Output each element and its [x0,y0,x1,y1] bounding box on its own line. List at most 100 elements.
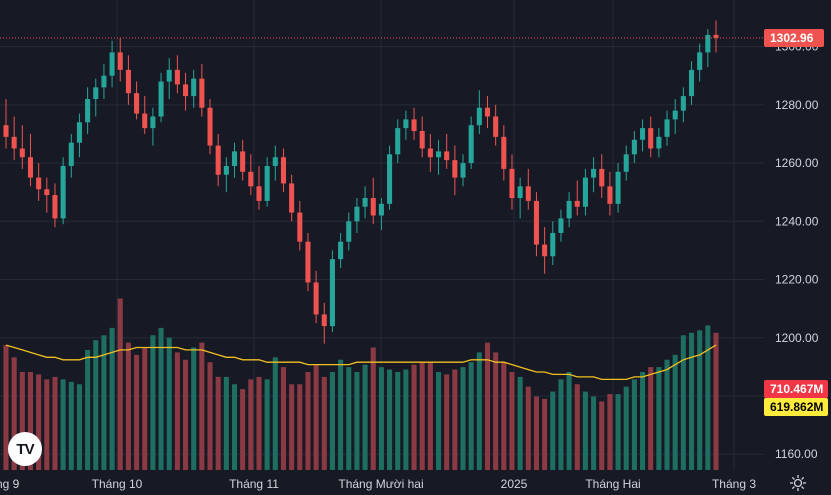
volume-bar [215,376,221,470]
candle [403,110,409,140]
candle [44,177,50,213]
candle-body [525,186,531,201]
price-tick-label: 1200.00 [775,331,819,345]
settings-gear-icon[interactable] [789,474,807,492]
candle [134,81,140,120]
candle [411,107,417,140]
candle-body [297,212,303,242]
candle-body [85,99,91,123]
volume-bar [648,367,654,470]
candle-body [468,125,474,164]
price-tick-label: 1260.00 [775,156,819,170]
candle [452,145,458,196]
candle-body [60,165,66,219]
volume-bar [395,372,401,470]
candle [362,186,368,219]
volume-bar [52,376,58,470]
volume-bar [615,394,621,470]
candle-body [362,198,368,207]
candle-body [191,78,197,97]
tradingview-logo[interactable]: TV [8,432,42,466]
volume-bar [444,374,450,470]
candle-body [550,232,556,257]
volume-bar [117,298,123,470]
volume-bar [460,367,466,470]
candle-body [631,139,637,155]
candle-body [329,259,335,327]
candle-body [27,157,34,178]
candle [615,163,621,213]
volume-bar [640,372,646,470]
candle [76,113,82,158]
last-price-badge: 1302.96 [764,28,824,47]
candle-body [264,165,270,201]
candle [60,157,66,225]
candle-body [607,186,613,204]
price-tick-label: 1240.00 [775,214,819,228]
candle-body [321,314,327,327]
candle [158,72,164,123]
candle [52,183,58,228]
candle [697,43,703,82]
volume-bar [191,347,197,470]
volume-bar [542,398,548,470]
volume-bar [419,362,425,470]
volume-ma-line [5,344,717,381]
candle-body [591,168,597,178]
candle [207,99,213,155]
candle [305,232,311,292]
candle-body [223,165,229,175]
candle [256,165,262,210]
candle-body [166,69,172,82]
candle [297,200,303,251]
candle [574,180,580,216]
volume-bar [150,335,156,470]
volume-bar [280,367,287,470]
volume-bar [101,335,107,470]
candle [599,154,605,198]
candle [183,72,189,111]
candle-body [680,96,686,111]
volume-bar [607,394,613,470]
volume-bar [297,384,303,470]
volume-bar [378,367,384,470]
volume-bar [705,325,711,470]
volume-bar [484,342,491,470]
volume-bar [656,367,662,470]
volume-bar [289,384,295,470]
volume-bar [370,347,376,470]
candle [248,154,254,196]
candle [27,133,34,187]
candle-body [517,186,523,198]
volume-ma-badge-bg [764,398,828,416]
volume-bar [623,386,629,470]
volume-ma-badge: 619.862M [764,398,828,416]
volume-bar [240,389,246,470]
candle [631,131,637,164]
candle [550,221,556,265]
time-tick-label: Tháng 3 [712,477,756,491]
candle [533,192,539,257]
candle-body [713,34,719,38]
candle [289,174,295,222]
volume-ma-badge-text: 619.862M [770,400,823,414]
candle-body [256,186,262,201]
candle [476,90,482,134]
candle-body [248,171,254,187]
time-tick-label: Tháng 10 [92,477,143,491]
candle-body [688,69,695,97]
volume-badge: 710.467M [764,380,828,398]
candle-body [134,93,140,114]
candle-body [493,116,499,137]
volume-bar [248,379,254,470]
candle [623,145,629,181]
candle-body [305,241,311,283]
candle [493,104,499,146]
candle [378,198,384,231]
volume-bar [550,391,556,470]
candle [150,107,156,146]
candle-body [370,198,376,216]
volume-bar [3,345,9,470]
